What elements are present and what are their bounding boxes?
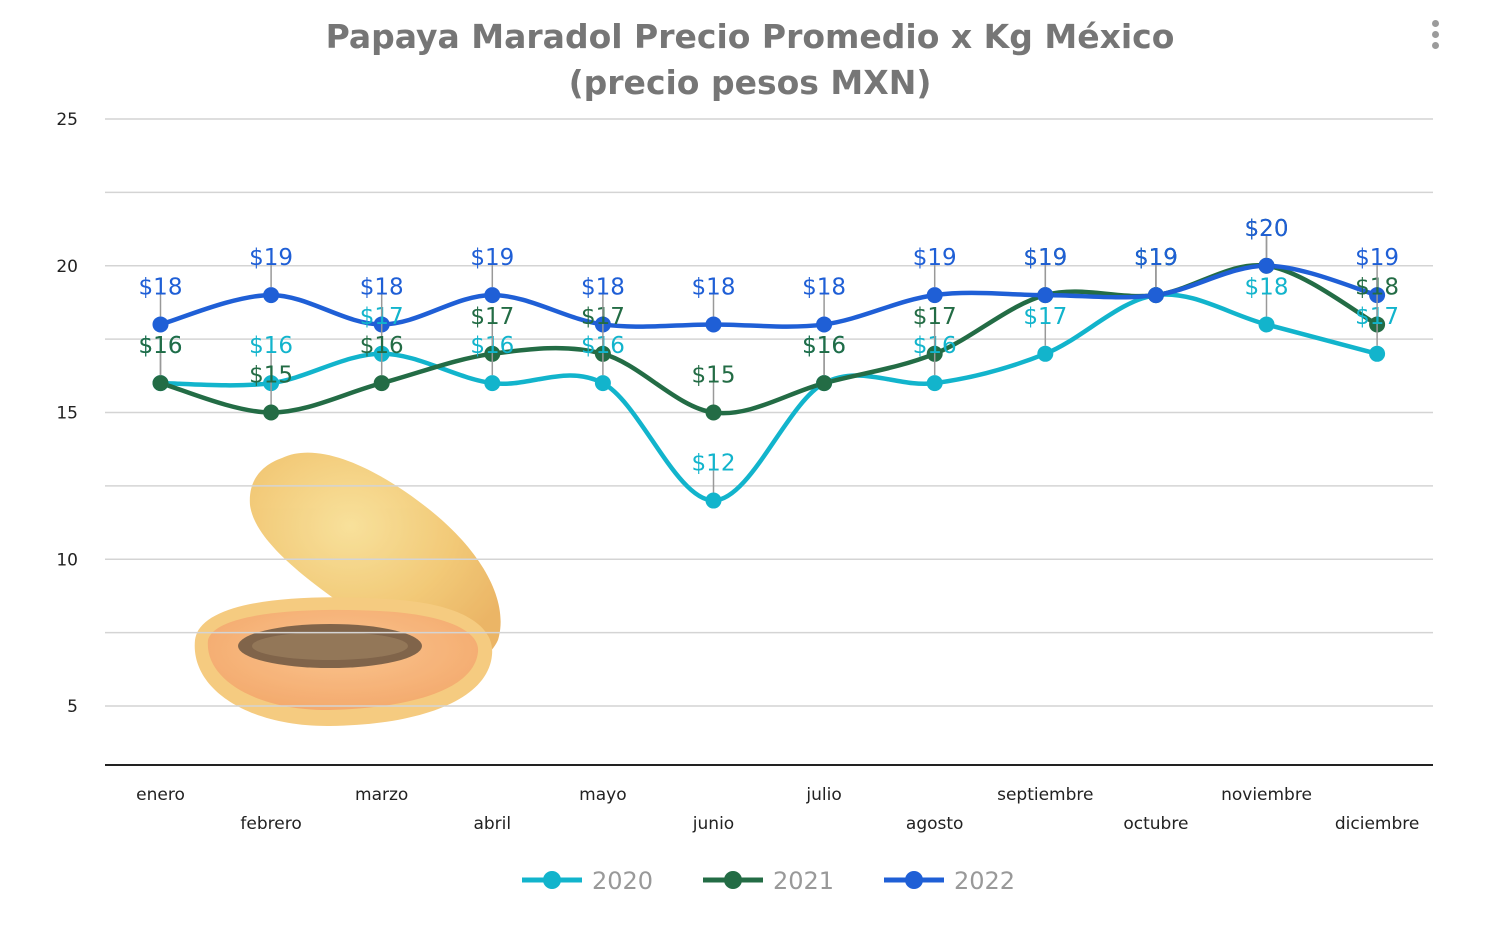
data-label-2020: $18 bbox=[1245, 274, 1289, 300]
data-label-2022: $18 bbox=[802, 274, 846, 300]
data-point-2020[interactable] bbox=[484, 375, 501, 392]
data-point-2022[interactable] bbox=[926, 287, 943, 304]
data-point-2020[interactable] bbox=[926, 375, 943, 392]
data-point-2022[interactable] bbox=[152, 316, 169, 333]
x-tick-label: marzo bbox=[355, 785, 408, 805]
data-label-2022: $18 bbox=[692, 274, 736, 300]
data-label-2021: $17 bbox=[470, 304, 514, 330]
legend-swatch-marker bbox=[905, 871, 923, 889]
data-point-2021[interactable] bbox=[263, 404, 280, 421]
x-tick-label: julio bbox=[805, 785, 841, 805]
data-label-2021: $16 bbox=[139, 333, 183, 359]
data-point-2022[interactable] bbox=[1037, 287, 1054, 304]
chart-title-line-2: (precio pesos MXN) bbox=[568, 63, 932, 102]
data-label-2021: $16 bbox=[360, 333, 404, 359]
data-label-2022: $19 bbox=[1023, 245, 1067, 271]
y-tick-label: 20 bbox=[56, 257, 78, 277]
data-point-2020[interactable] bbox=[1369, 345, 1386, 362]
data-label-2021: $17 bbox=[913, 304, 957, 330]
x-tick-label: junio bbox=[692, 814, 734, 834]
data-label-2022: $20 bbox=[1245, 216, 1289, 242]
y-tick-label: 5 bbox=[67, 697, 78, 717]
legend-item-2021[interactable]: 2021 bbox=[703, 867, 834, 895]
data-point-2020[interactable] bbox=[594, 375, 611, 392]
data-label-2022: $18 bbox=[139, 274, 183, 300]
x-tick-label: abril bbox=[473, 814, 511, 834]
data-point-2020[interactable] bbox=[1258, 316, 1275, 333]
data-point-2021[interactable] bbox=[373, 375, 390, 392]
data-point-2022[interactable] bbox=[1147, 287, 1164, 304]
data-label-2022: $19 bbox=[913, 245, 957, 271]
x-tick-label: octubre bbox=[1123, 814, 1188, 834]
data-label-2020: $17 bbox=[1023, 304, 1067, 330]
data-label-2021: $15 bbox=[692, 363, 736, 389]
x-tick-label: mayo bbox=[579, 785, 626, 805]
y-tick-label: 15 bbox=[56, 404, 78, 424]
data-point-2022[interactable] bbox=[1258, 257, 1275, 274]
data-point-2022[interactable] bbox=[816, 316, 833, 333]
data-label-2022: $19 bbox=[1355, 245, 1399, 271]
chart-title-line-1: Papaya Maradol Precio Promedio x Kg Méxi… bbox=[325, 17, 1175, 56]
more-options-icon[interactable] bbox=[1425, 20, 1445, 54]
data-point-2022[interactable] bbox=[484, 287, 501, 304]
y-tick-label: 10 bbox=[56, 550, 78, 570]
data-point-2020[interactable] bbox=[1037, 345, 1054, 362]
x-tick-label: enero bbox=[136, 785, 185, 805]
x-tick-label: agosto bbox=[906, 814, 964, 834]
legend-label: 2022 bbox=[954, 867, 1015, 895]
chart-title: Papaya Maradol Precio Promedio x Kg Méxi… bbox=[0, 14, 1500, 106]
x-tick-label: febrero bbox=[240, 814, 301, 834]
legend-item-2022[interactable]: 2022 bbox=[884, 867, 1015, 895]
legend-item-2020[interactable]: 2020 bbox=[522, 867, 653, 895]
data-label-2022: $19 bbox=[470, 245, 514, 271]
papaya-image bbox=[194, 452, 501, 727]
data-label-2022: $18 bbox=[360, 274, 404, 300]
data-label-2022: $19 bbox=[1134, 245, 1178, 271]
data-label-2021: $16 bbox=[802, 333, 846, 359]
data-label-2022: $18 bbox=[581, 274, 625, 300]
data-label-2020: $12 bbox=[692, 451, 736, 477]
data-label-2022: $19 bbox=[249, 245, 293, 271]
x-tick-label: septiembre bbox=[997, 785, 1093, 805]
series-line-2022 bbox=[159, 263, 1378, 329]
data-point-2020[interactable] bbox=[705, 492, 722, 509]
legend-label: 2020 bbox=[592, 867, 653, 895]
legend-swatch-marker bbox=[724, 871, 742, 889]
data-point-2021[interactable] bbox=[152, 375, 169, 392]
data-label-2021: $15 bbox=[249, 363, 293, 389]
x-tick-label: noviembre bbox=[1221, 785, 1312, 805]
data-point-2022[interactable] bbox=[705, 316, 722, 333]
data-point-2021[interactable] bbox=[705, 404, 722, 421]
legend-label: 2021 bbox=[773, 867, 834, 895]
x-tick-label: diciembre bbox=[1335, 814, 1419, 834]
data-label-2020: $16 bbox=[249, 333, 293, 359]
legend-swatch-marker bbox=[543, 871, 561, 889]
data-point-2022[interactable] bbox=[263, 287, 280, 304]
data-point-2021[interactable] bbox=[816, 375, 833, 392]
y-tick-label: 25 bbox=[56, 110, 78, 130]
